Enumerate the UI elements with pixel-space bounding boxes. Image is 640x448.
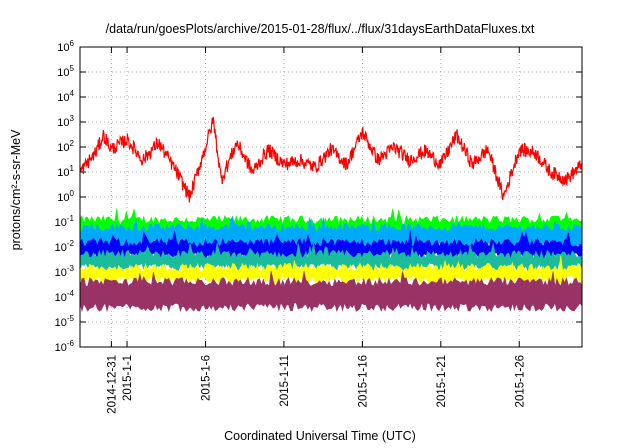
x-tick-label: 2015-1-6 bbox=[201, 355, 213, 401]
y-tick-label: 101 bbox=[57, 164, 74, 179]
y-tick-label: 10-6 bbox=[55, 339, 75, 354]
flux-line-series bbox=[79, 116, 583, 203]
x-axis-label: Coordinated Universal Time (UTC) bbox=[224, 429, 416, 443]
x-tick-label: 2015-1-16 bbox=[357, 355, 369, 407]
plot-frame bbox=[79, 46, 583, 348]
y-tick-label: 10-5 bbox=[55, 314, 75, 329]
y-tick-label: 102 bbox=[57, 139, 74, 154]
x-tick-label: 2015-1-11 bbox=[279, 355, 291, 407]
y-tick-label: 105 bbox=[57, 64, 74, 79]
x-tick-label: 2015-1-26 bbox=[514, 355, 526, 407]
y-tick-label: 10-3 bbox=[55, 264, 75, 279]
y-tick-label: 104 bbox=[57, 89, 74, 104]
y-tick-label: 10-2 bbox=[55, 239, 75, 254]
x-tick-label: 2014-12-31 bbox=[106, 355, 118, 414]
y-tick-label: 103 bbox=[57, 114, 74, 129]
x-tick-label: 2015-1-1 bbox=[122, 355, 134, 401]
y-tick-label: 106 bbox=[57, 39, 74, 54]
x-tick-label: 2015-1-21 bbox=[436, 355, 448, 407]
y-tick-label: 10-4 bbox=[55, 289, 75, 304]
chart-title: /data/run/goesPlots/archive/2015-01-28/f… bbox=[105, 22, 535, 36]
y-tick-label: 100 bbox=[57, 189, 74, 204]
y-tick-label: 10-1 bbox=[55, 214, 75, 229]
